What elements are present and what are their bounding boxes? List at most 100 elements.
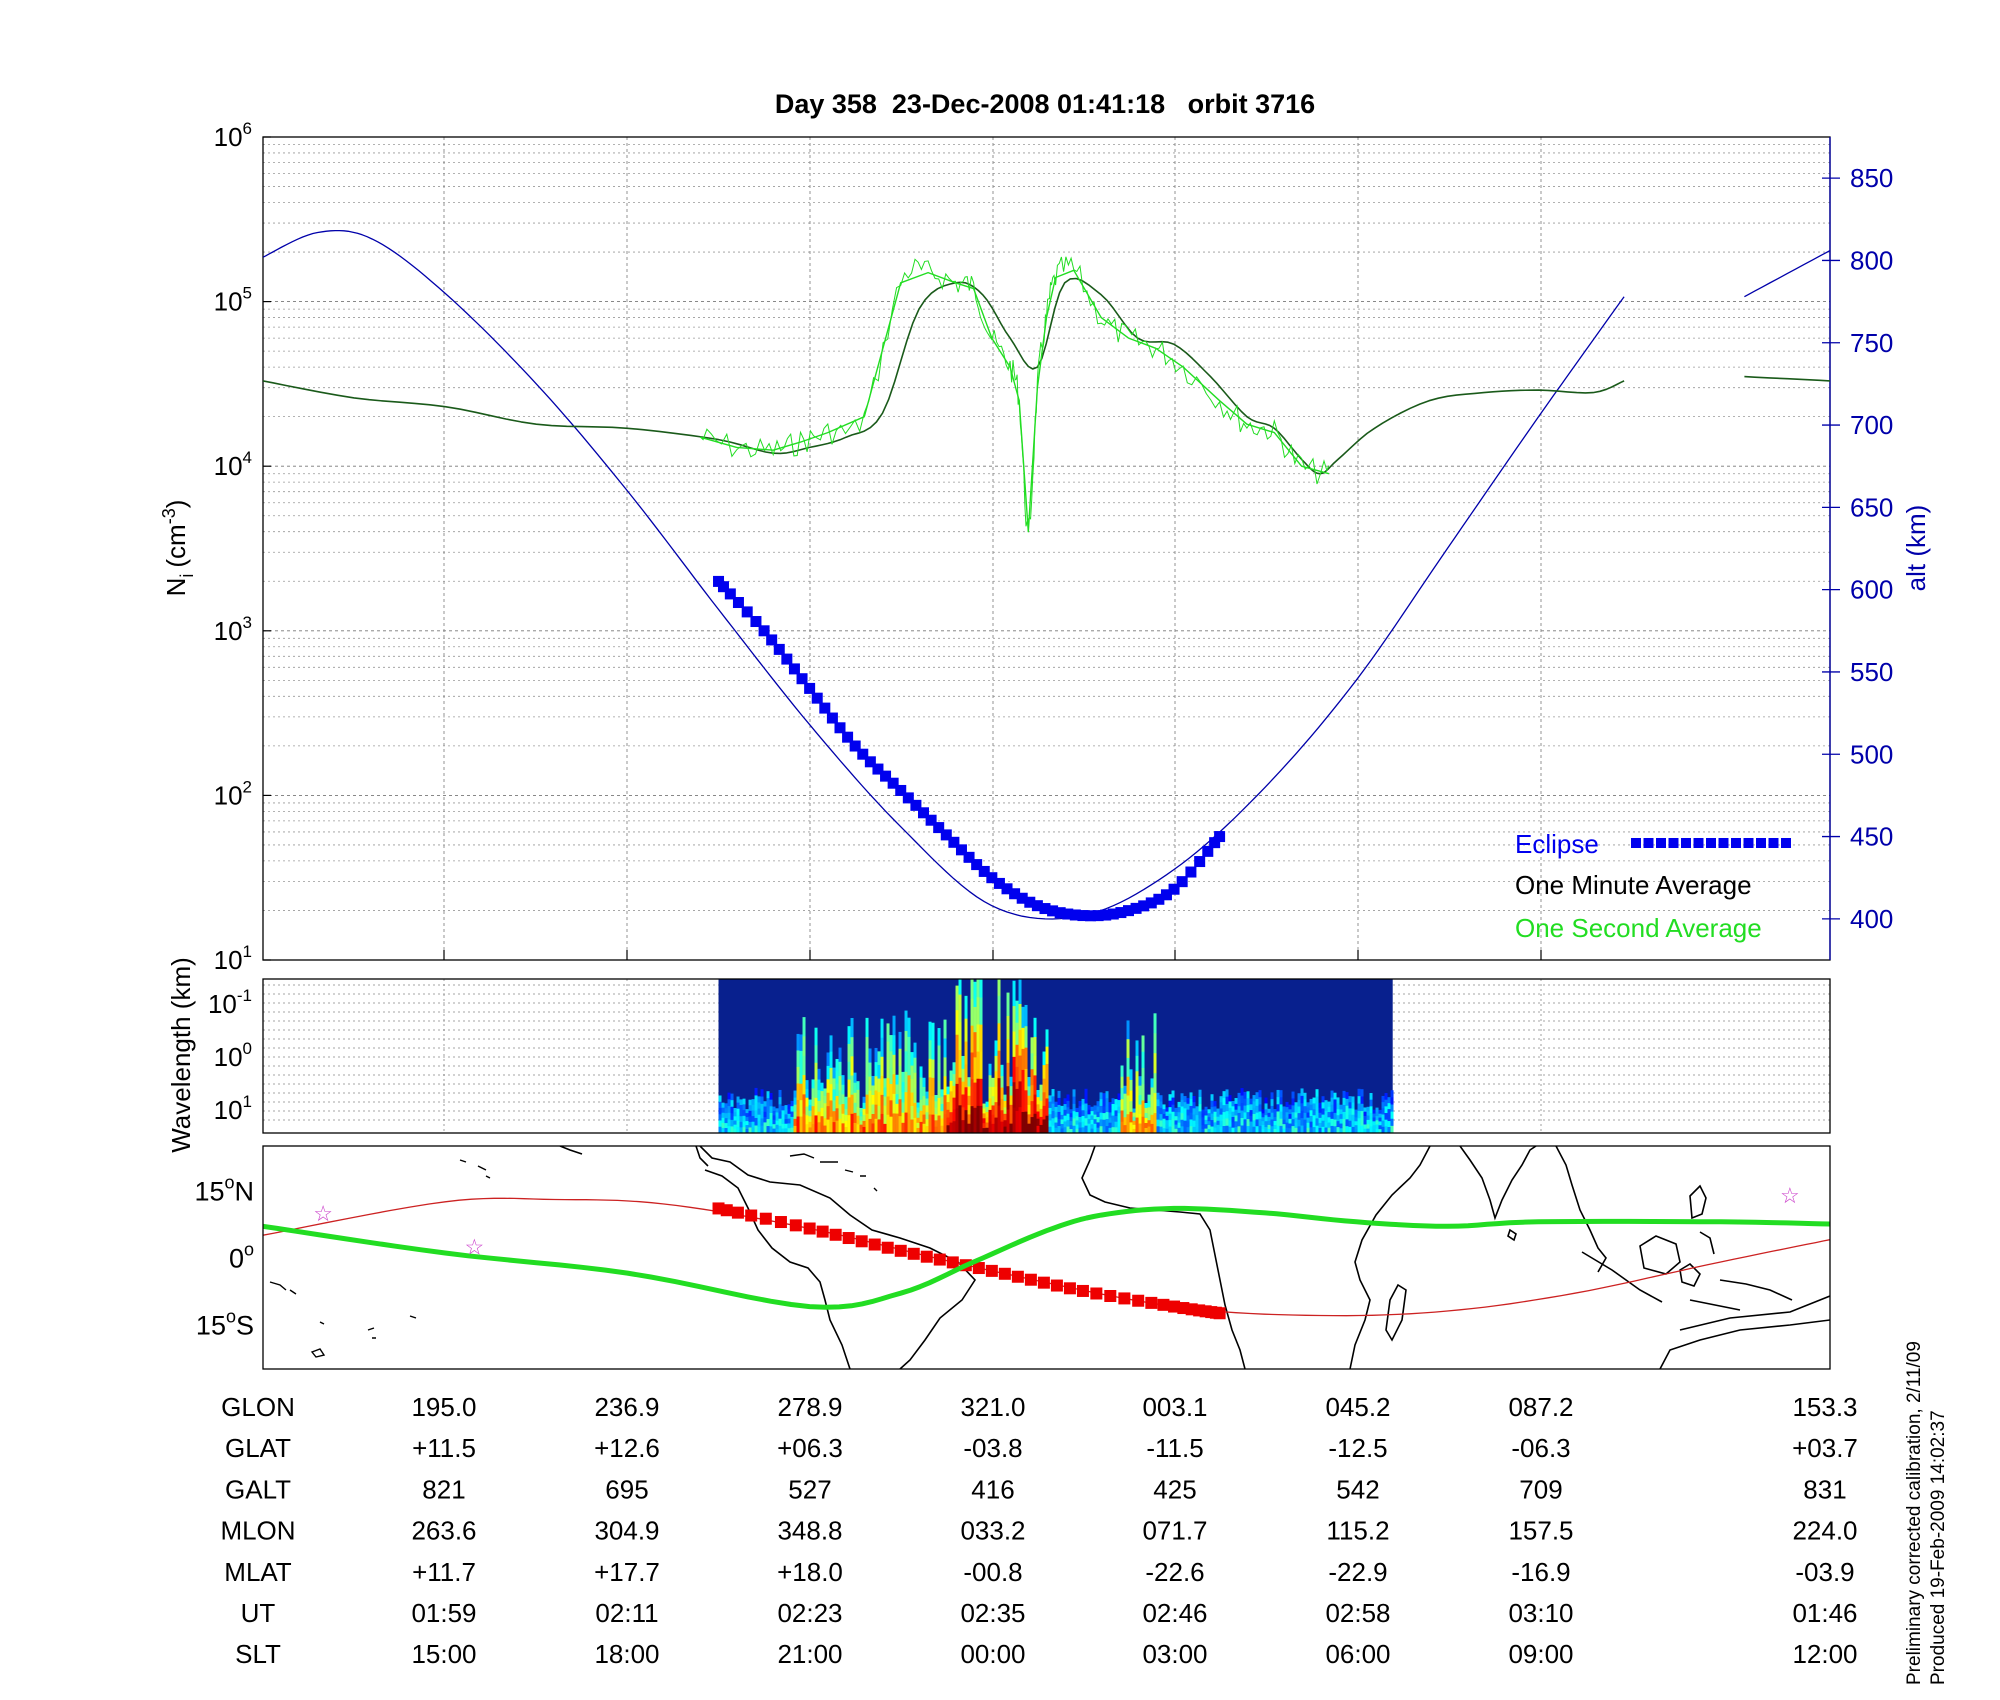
spectrogram-cell <box>874 1047 878 1063</box>
spectrogram-cell <box>982 1123 986 1129</box>
spectrogram-cell <box>868 1090 872 1106</box>
spectrogram-cell <box>1171 1104 1175 1113</box>
legend-eclipse-square <box>1681 838 1691 848</box>
spectrogram-cell <box>1120 1121 1124 1133</box>
spectrogram-cell <box>1183 1108 1187 1116</box>
spectrogram-cell <box>1378 1117 1382 1122</box>
density-y-axis-label: Ni(cm-3) <box>159 500 197 597</box>
spectrogram-cell <box>865 1113 869 1133</box>
spectrogram-cell <box>1072 1103 1076 1112</box>
spectrogram-cell <box>1336 1115 1340 1122</box>
spectrogram-cell <box>922 1077 926 1088</box>
spectrogram-cell <box>763 1117 767 1123</box>
spectrogram-cell <box>961 1068 965 1083</box>
spectrogram-cell <box>1021 1048 1025 1071</box>
table-cell: +17.7 <box>594 1557 660 1587</box>
spectrogram-cell <box>1381 1126 1385 1133</box>
spectrogram-cell <box>1285 1122 1289 1129</box>
spectrogram-cell <box>817 1079 821 1091</box>
spectrogram-cell <box>1198 1111 1202 1120</box>
eclipse-marker <box>1062 908 1074 920</box>
spectrogram-cell <box>757 1096 761 1103</box>
table-cell: 153.3 <box>1792 1392 1857 1422</box>
spectrogram-cell <box>1234 1109 1238 1117</box>
spectrogram-cell <box>961 1055 965 1070</box>
spectrogram-cell <box>931 1022 935 1042</box>
spectrogram-cell <box>958 1022 962 1051</box>
spectrogram-cell <box>1354 1113 1358 1118</box>
spectrogram-cell <box>817 1100 821 1113</box>
spectrogram-cell <box>1009 1104 1013 1115</box>
spectrogram-cell <box>1369 1099 1373 1107</box>
spectrogram-cell <box>1123 1109 1127 1118</box>
eclipse-track-marker <box>1213 1307 1226 1320</box>
spectrogram-cell <box>859 1112 863 1117</box>
spectrogram-cell <box>1372 1129 1376 1133</box>
spectrogram-cell <box>1306 1117 1310 1124</box>
spectrogram-cell <box>745 1113 749 1118</box>
eclipse-track-marker <box>803 1222 816 1235</box>
spectrogram-cell <box>784 1123 788 1129</box>
spectrogram-cell <box>1171 1118 1175 1127</box>
spectrogram-y-axis-label: Wavelength (km) <box>166 957 196 1153</box>
spectrogram-cell <box>862 1102 866 1110</box>
spectrogram-cell <box>952 1085 956 1099</box>
spectrogram-cell <box>1114 1110 1118 1117</box>
spectrogram-cell <box>772 1128 776 1133</box>
spectrogram-cell <box>859 1116 863 1121</box>
spectrogram-cell <box>979 1078 983 1107</box>
table-cell: 236.9 <box>594 1392 659 1422</box>
eclipse-marker <box>1209 837 1221 849</box>
density-y-tick-label: 104 <box>214 448 252 481</box>
eclipse-track-marker <box>1118 1292 1131 1305</box>
spectrogram-cell <box>871 1085 875 1096</box>
spectrogram-cell <box>1330 1097 1334 1106</box>
spectrogram-cell <box>964 1064 968 1088</box>
spectrogram-cell <box>931 1077 935 1097</box>
spectrogram-cell <box>742 1121 746 1128</box>
spectrogram-cell <box>1003 1094 1007 1102</box>
spectrogram-cell <box>958 979 962 996</box>
spectrogram-cell <box>1192 1095 1196 1103</box>
spectrogram-cell <box>1105 1119 1109 1127</box>
spectrogram-cell <box>1204 1124 1208 1130</box>
spectrogram-cell <box>898 1116 902 1133</box>
spectrogram-cell <box>1153 1073 1157 1094</box>
one-minute-average-line <box>1744 375 1830 382</box>
spectrogram-cell <box>1150 1114 1154 1125</box>
eclipse-marker <box>986 872 998 884</box>
spectrogram-cell <box>1360 1103 1364 1112</box>
spectrogram-cell <box>1117 1093 1121 1101</box>
spectrogram-cell <box>1198 1104 1202 1112</box>
spectrogram-cell <box>805 1088 809 1099</box>
spectrogram-cell <box>1012 1082 1016 1109</box>
spectrogram-cell <box>817 1111 821 1123</box>
spectrogram-cell <box>832 1122 836 1133</box>
spectrogram-cell <box>1354 1117 1358 1122</box>
spectrogram-cell <box>844 1114 848 1122</box>
spectrogram-cell <box>844 1102 848 1110</box>
spectrogram-cell <box>838 1090 842 1106</box>
spectrogram-cell <box>1231 1116 1235 1123</box>
spectrogram-cell <box>997 1050 1001 1079</box>
spectrogram-cell <box>988 1063 992 1076</box>
spectrogram-cell <box>1138 1085 1142 1096</box>
spectrogram-cell <box>1156 1119 1160 1127</box>
spectrogram-cell <box>1294 1112 1298 1119</box>
spectrogram-cell <box>1336 1097 1340 1104</box>
spectrogram-cell <box>1312 1115 1316 1122</box>
spectrogram-cell <box>1258 1090 1262 1098</box>
spectrogram-cell <box>1024 1068 1028 1091</box>
spectrogram-cell <box>772 1119 776 1125</box>
spectrogram-cell <box>919 1110 923 1123</box>
spectrogram-cell <box>1129 1122 1133 1133</box>
eclipse-marker <box>1092 910 1104 922</box>
spectrogram-cell <box>1057 1097 1061 1106</box>
spectrogram-cell <box>928 1095 932 1115</box>
spectrogram-cell <box>838 1104 842 1120</box>
spectrogram-cell <box>1078 1111 1082 1118</box>
spectrogram-cell <box>1327 1122 1331 1129</box>
spectrogram-cell <box>1375 1107 1379 1113</box>
spectrogram-cell <box>1384 1106 1388 1114</box>
